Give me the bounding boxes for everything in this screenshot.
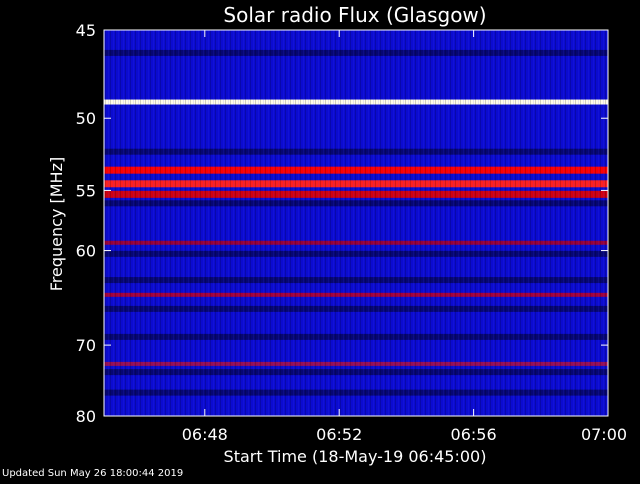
y-axis-label: Frequency [MHz] [47,157,66,291]
y-axis: 45 50 55 60 70 80 [76,21,608,426]
y-tick-label-50: 50 [76,109,96,128]
plot-frame [103,29,609,417]
y-tick-label-55: 55 [76,181,96,200]
y-tick-label-45: 45 [76,21,96,40]
chart-title: Solar radio Flux (Glasgow) [223,3,486,27]
x-axis: 06:48 06:52 06:56 07:00 [182,30,627,444]
plot-texture [104,30,608,416]
y-tick-label-70: 70 [76,336,96,355]
x-tick-label-07:00: 07:00 [581,425,627,444]
x-tick-label-06:52: 06:52 [316,425,362,444]
x-tick-label-06:56: 06:56 [451,425,497,444]
x-axis-label: Start Time (18-May-19 06:45:00) [224,447,487,466]
y-tick-label-60: 60 [76,242,96,261]
updated-timestamp: Updated Sun May 26 18:00:44 2019 [2,468,184,479]
x-tick-label-06:48: 06:48 [182,425,228,444]
plot-area [103,29,609,417]
y-tick-label-80: 80 [76,407,96,426]
